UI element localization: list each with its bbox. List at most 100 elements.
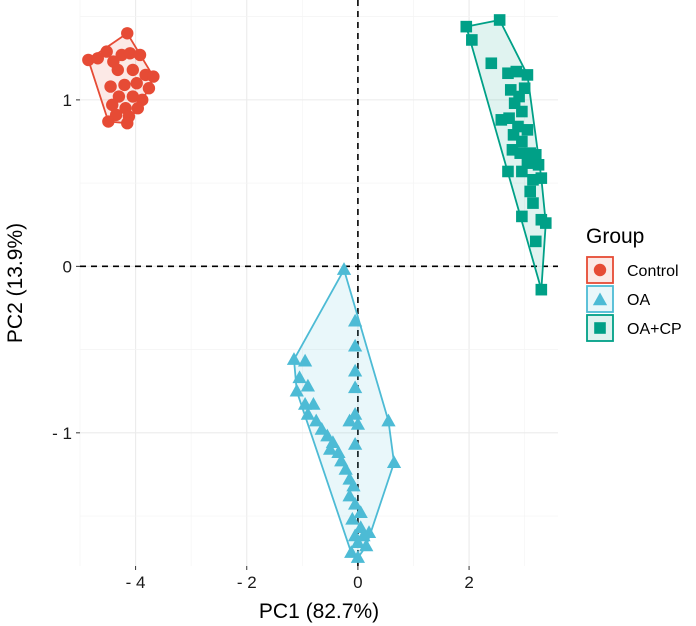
point-control <box>102 115 115 128</box>
point-oa <box>353 520 368 533</box>
point-oa <box>350 417 366 430</box>
plot-panel <box>80 0 558 566</box>
legend-item-oa: OA <box>586 285 650 313</box>
point-oa-cp <box>466 34 478 46</box>
point-oa <box>338 461 353 475</box>
point-oa <box>297 353 313 367</box>
point-oa <box>348 380 363 394</box>
x-tick-label: - 4 <box>126 573 146 592</box>
point-oa <box>322 441 338 455</box>
point-control <box>126 63 140 77</box>
legend-marker-oa <box>592 292 608 306</box>
point-control <box>131 102 145 115</box>
x-tick-label: 0 <box>353 573 362 592</box>
point-control <box>123 47 137 60</box>
legend-item-oa-cp: OA+CP <box>586 314 682 342</box>
point-oa-cp <box>506 144 519 156</box>
point-control <box>104 80 117 93</box>
point-control <box>82 53 95 67</box>
point-oa <box>348 436 363 450</box>
point-control <box>106 98 119 112</box>
point-oa <box>342 488 357 502</box>
point-control <box>126 90 140 103</box>
point-oa <box>300 407 316 420</box>
legend: Group Control OA OA+CP <box>586 225 682 342</box>
point-oa-cp <box>535 172 548 184</box>
point-oa-cp <box>516 210 528 223</box>
point-oa <box>306 397 321 410</box>
legend-key-box <box>586 256 614 284</box>
point-oa-cp <box>460 20 473 33</box>
point-oa <box>331 445 346 459</box>
point-oa <box>348 313 363 327</box>
point-control <box>111 63 124 77</box>
point-oa <box>359 538 374 552</box>
point-oa-cp <box>510 65 523 78</box>
point-oa-cp <box>495 114 508 126</box>
point-oa <box>344 545 359 558</box>
x-tick-label: 2 <box>464 573 473 592</box>
legend-item-control: Control <box>586 256 679 284</box>
legend-label-oa: OA <box>627 292 650 309</box>
point-oa <box>381 413 396 427</box>
point-oa <box>300 378 316 392</box>
point-control <box>91 52 104 65</box>
point-oa-cp <box>535 283 548 296</box>
point-oa-cp <box>514 147 527 159</box>
y-axis-ticks: - 1 0 1 <box>52 91 80 443</box>
point-oa-cp <box>507 129 520 141</box>
point-oa-cp <box>512 120 524 133</box>
point-oa-cp <box>485 57 498 70</box>
point-oa-cp <box>516 135 528 148</box>
point-oa <box>320 428 335 442</box>
y-tick-label: 0 <box>63 257 72 276</box>
point-oa <box>309 413 324 427</box>
point-oa <box>289 383 304 397</box>
point-oa-cp <box>532 159 545 171</box>
point-oa <box>350 535 366 548</box>
point-control <box>121 116 134 130</box>
point-control <box>112 90 126 103</box>
point-oa-cp <box>527 173 539 186</box>
legend-marker-oa-cp <box>594 322 606 334</box>
point-oa-cp <box>502 165 514 178</box>
point-oa <box>345 511 360 525</box>
point-oa-cp <box>521 124 534 136</box>
reference-lines <box>80 0 558 566</box>
y-tick-label: - 1 <box>52 424 72 443</box>
point-oa <box>348 496 363 510</box>
point-control <box>100 45 113 58</box>
point-oa <box>346 478 361 492</box>
point-oa-cp <box>516 105 528 118</box>
point-control <box>133 48 147 62</box>
point-oa <box>386 455 402 469</box>
point-oa-cp <box>529 235 542 248</box>
point-oa <box>292 370 307 384</box>
point-oa-cp <box>521 69 534 81</box>
point-oa-cp <box>539 217 552 229</box>
legend-label-control: Control <box>627 263 679 280</box>
point-oa <box>348 407 363 420</box>
point-oa-cp <box>529 149 542 161</box>
x-tick-label: - 2 <box>237 573 257 592</box>
point-oa-cp <box>502 67 514 80</box>
x-axis-title: PC1 (82.7%) <box>259 600 379 623</box>
point-oa <box>350 550 366 563</box>
point-oa-cp <box>521 157 534 169</box>
point-oa-cp <box>516 165 528 178</box>
point-oa <box>286 352 302 365</box>
point-oa-cp <box>513 90 525 103</box>
point-oa-cp <box>503 112 515 124</box>
point-oa-cp <box>493 14 506 26</box>
point-control <box>118 78 131 92</box>
point-control <box>142 82 156 95</box>
point-oa <box>348 338 363 352</box>
point-oa <box>342 413 357 427</box>
point-oa <box>348 363 363 377</box>
point-oa <box>361 525 377 538</box>
y-tick-label: 1 <box>63 91 72 110</box>
point-oa <box>334 453 349 467</box>
point-oa-cp <box>524 185 537 198</box>
legend-label-oa-cp: OA+CP <box>627 321 682 338</box>
